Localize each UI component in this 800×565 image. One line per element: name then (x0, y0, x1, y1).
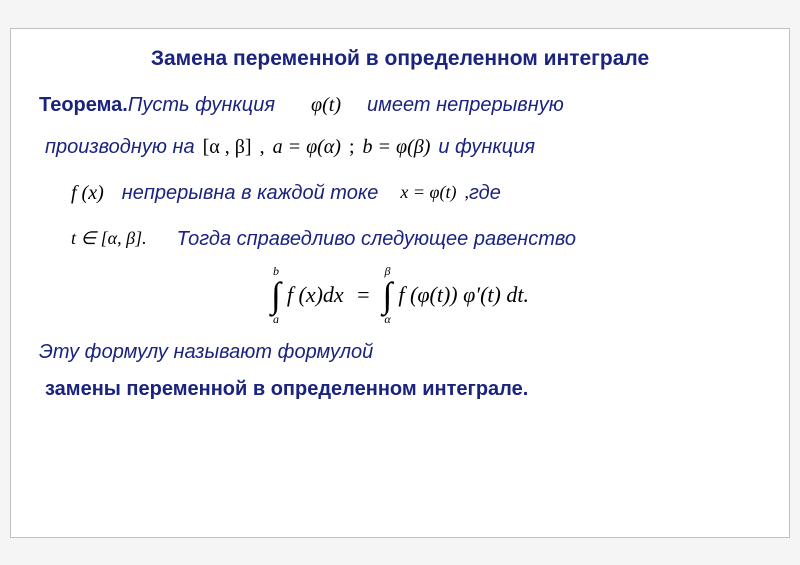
integrand-right: f (φ(t)) φ′(t) dt. (398, 282, 529, 308)
text: производную на (45, 131, 195, 163)
integral-equation: b ∫ a f (x)dx = β ∫ α f (φ(t)) φ′(t) dt. (271, 265, 529, 325)
integral-right: β ∫ α (383, 265, 393, 325)
line-3: f (x) непрерывна в каждой токе x = φ(t) … (39, 177, 761, 209)
integral-left: b ∫ a (271, 265, 281, 325)
math-t-in: t ∈ [α, β]. (63, 224, 155, 253)
math-b: b = φ(β) (355, 131, 439, 163)
integrand-left: f (x)dx (287, 282, 344, 308)
line-4: t ∈ [α, β]. Тогда справедливо следующее … (39, 223, 761, 255)
comma: , (465, 178, 470, 207)
math-a: a = φ(α) (265, 131, 349, 163)
math-interval: [α , β] (195, 131, 260, 163)
text: имеет непрерывную (367, 89, 564, 121)
theorem-label: Теорема. (39, 89, 128, 121)
main-formula: b ∫ a f (x)dx = β ∫ α f (φ(t)) φ′(t) dt. (39, 265, 761, 325)
integral-sign-icon: ∫ (271, 277, 281, 313)
text: Пусть функция (128, 89, 275, 121)
text: и функция (438, 131, 535, 163)
slide-title: Замена переменной в определенном интегра… (39, 47, 761, 71)
math-fx: f (x) (63, 177, 112, 209)
lower-limit: a (273, 313, 279, 325)
lower-limit: α (384, 313, 390, 325)
math-phi-t: φ(t) (303, 89, 349, 121)
equals: = (350, 282, 377, 308)
closing-text-2: замены переменной в определенном интегра… (39, 378, 761, 401)
text: где (469, 177, 501, 209)
math-x-phi: x = φ(t) (392, 178, 464, 207)
text: непрерывна в каждой токе (122, 177, 379, 209)
slide: Замена переменной в определенном интегра… (10, 28, 790, 538)
closing-text-1: Эту формулу называют формулой (39, 341, 761, 364)
line-2: производную на [α , β] , a = φ(α) ; b = … (39, 131, 761, 163)
line-1: Теорема. Пусть функция φ(t) имеет непрер… (39, 89, 761, 121)
text: Тогда справедливо следующее равенство (177, 223, 576, 255)
integral-sign-icon: ∫ (383, 277, 393, 313)
